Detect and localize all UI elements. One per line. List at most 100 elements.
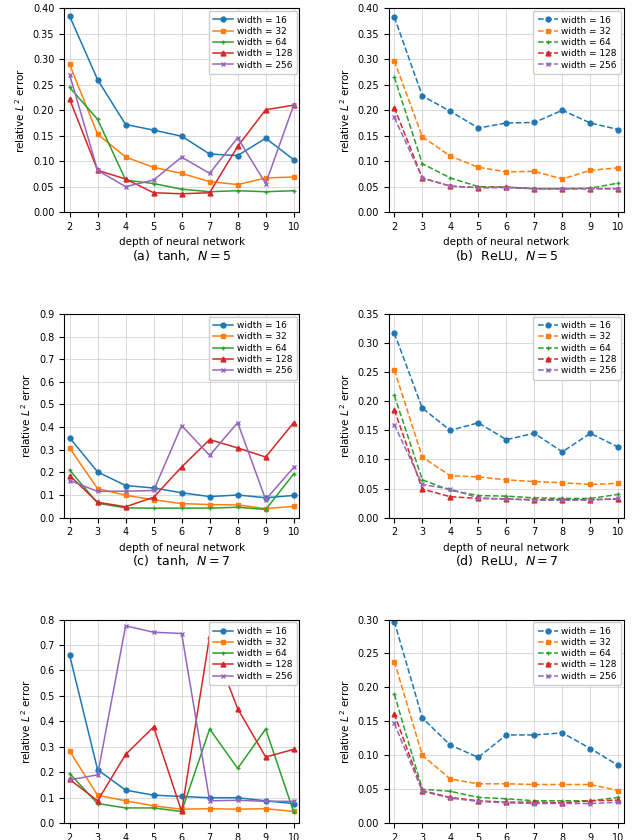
width = 32 [419, 452, 426, 462]
width = 32 [447, 151, 454, 161]
Line: width = 256: width = 256 [67, 623, 296, 804]
Line: width = 32: width = 32 [392, 659, 621, 793]
width = 256 [262, 796, 269, 806]
width = 256 [531, 495, 538, 505]
width = 16 [66, 11, 74, 21]
width = 16 [206, 793, 214, 803]
Y-axis label: relative $L^2$ error: relative $L^2$ error [338, 373, 352, 459]
X-axis label: depth of neural network: depth of neural network [444, 543, 570, 553]
width = 128 [290, 417, 298, 428]
width = 128 [122, 501, 129, 512]
width = 16 [614, 442, 622, 452]
width = 256 [234, 133, 241, 143]
width = 64 [559, 184, 566, 194]
width = 32 [262, 804, 269, 814]
Y-axis label: relative $L^2$ error: relative $L^2$ error [20, 373, 33, 459]
width = 128 [614, 494, 622, 504]
width = 256 [502, 494, 510, 504]
width = 128 [586, 495, 594, 505]
width = 256 [559, 184, 566, 194]
width = 16 [419, 91, 426, 101]
width = 32 [502, 475, 510, 485]
width = 64 [390, 391, 398, 401]
width = 16 [474, 417, 482, 428]
width = 16 [94, 764, 102, 774]
width = 256 [234, 417, 241, 428]
Line: width = 64: width = 64 [67, 727, 296, 815]
width = 16 [206, 491, 214, 501]
width = 32 [66, 60, 74, 70]
width = 128 [614, 184, 622, 194]
width = 256 [502, 798, 510, 808]
width = 16 [614, 760, 622, 770]
Y-axis label: relative $L^2$ error: relative $L^2$ error [20, 679, 33, 764]
width = 64 [178, 806, 186, 816]
width = 32 [178, 168, 186, 178]
width = 256 [419, 173, 426, 183]
Line: width = 64: width = 64 [67, 85, 296, 194]
width = 16 [390, 328, 398, 339]
width = 128 [502, 797, 510, 807]
width = 128 [586, 795, 594, 806]
width = 32 [150, 801, 157, 811]
width = 16 [531, 428, 538, 438]
width = 32 [122, 152, 129, 162]
width = 16 [234, 793, 241, 803]
Line: width = 64: width = 64 [392, 393, 621, 501]
Legend: width = 16, width = 32, width = 64, width = 128, width = 256: width = 16, width = 32, width = 64, widt… [533, 317, 621, 380]
width = 128 [122, 174, 129, 184]
width = 128 [290, 100, 298, 110]
width = 32 [586, 165, 594, 176]
width = 64 [474, 181, 482, 192]
width = 128 [531, 797, 538, 807]
width = 32 [502, 167, 510, 177]
Line: width = 64: width = 64 [67, 468, 296, 512]
width = 16 [390, 12, 398, 22]
width = 64 [234, 764, 241, 774]
width = 16 [262, 795, 269, 806]
width = 256 [502, 182, 510, 192]
width = 256 [586, 184, 594, 194]
width = 128 [206, 631, 214, 641]
width = 16 [419, 713, 426, 723]
width = 256 [614, 184, 622, 194]
width = 256 [178, 421, 186, 431]
width = 32 [559, 478, 566, 488]
width = 128 [94, 795, 102, 806]
width = 256 [390, 419, 398, 429]
width = 128 [502, 182, 510, 192]
Legend: width = 16, width = 32, width = 64, width = 128, width = 256: width = 16, width = 32, width = 64, widt… [209, 11, 296, 74]
width = 16 [502, 730, 510, 740]
Line: width = 32: width = 32 [392, 59, 621, 181]
width = 64 [122, 175, 129, 185]
width = 256 [390, 113, 398, 123]
width = 128 [178, 189, 186, 199]
width = 32 [94, 484, 102, 494]
width = 128 [559, 798, 566, 808]
width = 16 [586, 428, 594, 438]
width = 16 [122, 785, 129, 795]
width = 32 [290, 172, 298, 182]
width = 128 [390, 405, 398, 415]
width = 32 [178, 804, 186, 814]
width = 128 [419, 785, 426, 795]
width = 16 [150, 125, 157, 135]
width = 256 [262, 495, 269, 505]
width = 64 [206, 186, 214, 197]
width = 256 [122, 621, 129, 631]
width = 256 [474, 796, 482, 806]
width = 32 [290, 501, 298, 512]
width = 16 [502, 118, 510, 128]
width = 256 [66, 774, 74, 785]
width = 256 [586, 495, 594, 505]
width = 64 [206, 724, 214, 734]
width = 32 [531, 166, 538, 176]
width = 128 [614, 795, 622, 806]
width = 32 [206, 804, 214, 814]
width = 128 [178, 806, 186, 816]
width = 32 [94, 129, 102, 139]
width = 128 [234, 141, 241, 151]
width = 128 [474, 795, 482, 806]
width = 16 [419, 403, 426, 413]
Line: width = 16: width = 16 [67, 13, 296, 162]
